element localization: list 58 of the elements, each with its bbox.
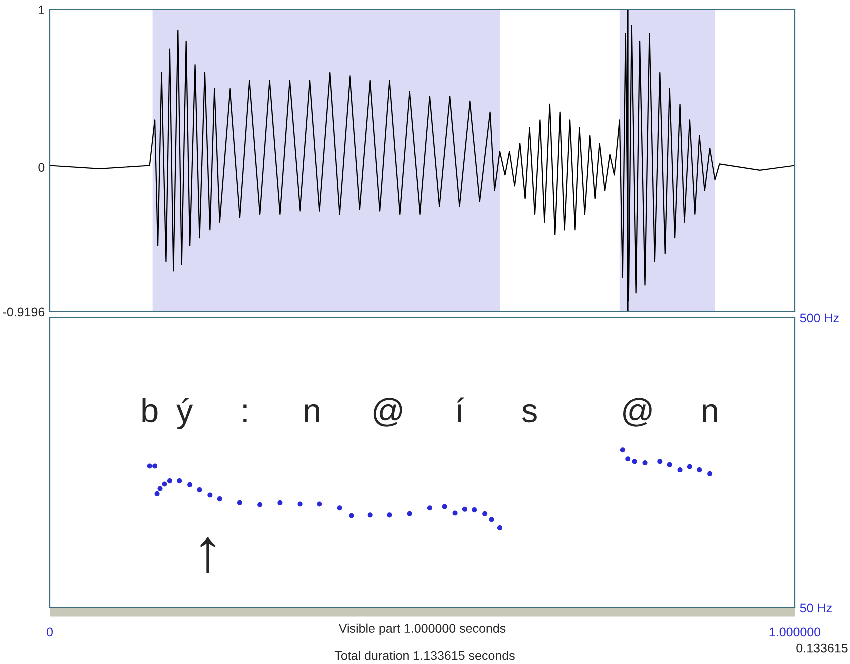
point	[642, 460, 648, 466]
annotation: n	[305, 404, 320, 422]
point	[197, 488, 202, 493]
y-tick-label: -0.9196	[3, 308, 45, 317]
y-tick-label: 1	[39, 6, 45, 15]
annotation: ý	[176, 398, 194, 430]
point	[708, 471, 713, 476]
point	[337, 506, 342, 511]
point	[298, 502, 303, 507]
point	[208, 492, 213, 498]
point	[658, 459, 663, 464]
annotation: ↑	[200, 537, 216, 574]
annotation: b	[142, 398, 158, 423]
point	[489, 517, 494, 522]
point	[442, 504, 448, 510]
point	[452, 510, 458, 516]
annotation: í	[457, 398, 464, 422]
point	[462, 506, 468, 512]
annotation: :	[244, 404, 247, 422]
y-tick-label: 500 Hz	[800, 314, 839, 323]
annotation: s	[522, 404, 537, 423]
point	[626, 456, 631, 462]
point	[278, 500, 283, 506]
y-tick-label: 0	[38, 163, 45, 172]
point	[387, 512, 392, 518]
point	[497, 526, 503, 531]
annotation: n	[703, 404, 718, 422]
point	[368, 512, 373, 518]
annotation: @	[374, 398, 402, 427]
point	[687, 464, 692, 470]
point	[152, 464, 158, 469]
x-axis-title: Visible part 1.000000 seconds	[338, 624, 506, 636]
point	[188, 482, 193, 488]
point	[177, 478, 182, 484]
point	[620, 448, 626, 453]
point	[217, 496, 222, 502]
point	[154, 491, 160, 496]
point	[258, 502, 263, 508]
point	[632, 459, 638, 464]
text: 0.133615	[796, 644, 848, 653]
point	[237, 500, 243, 506]
y-tick-label: 50 Hz	[800, 604, 832, 613]
point	[158, 486, 163, 492]
point	[147, 464, 152, 469]
point	[678, 468, 683, 473]
point	[667, 462, 672, 468]
x-tick-label: 1.000000	[770, 628, 821, 637]
text: Total duration 1.133615 seconds	[334, 651, 515, 660]
point	[472, 508, 478, 513]
annotation: @	[624, 398, 652, 427]
point	[349, 513, 354, 518]
point	[697, 468, 702, 473]
point	[407, 511, 412, 516]
point	[167, 478, 172, 484]
point	[317, 502, 322, 507]
point	[162, 482, 168, 487]
point	[427, 506, 432, 511]
point	[482, 511, 488, 516]
